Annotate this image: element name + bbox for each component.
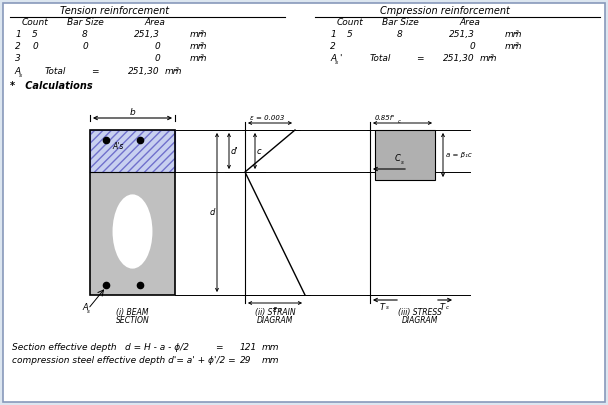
Text: A's: A's — [112, 142, 123, 151]
Text: d: d — [210, 208, 215, 217]
Text: DIAGRAM: DIAGRAM — [257, 316, 293, 325]
Text: Tension reinforcement: Tension reinforcement — [60, 6, 169, 15]
Text: Total: Total — [369, 54, 391, 63]
Text: 1: 1 — [15, 30, 21, 39]
Text: mm: mm — [505, 30, 522, 39]
Text: compression steel effective depth d'= a' + ϕ'/2 =: compression steel effective depth d'= a'… — [12, 356, 236, 365]
Text: 5: 5 — [347, 30, 353, 39]
Text: c: c — [446, 305, 449, 310]
Text: Count: Count — [337, 18, 364, 27]
Bar — [375, 130, 435, 180]
Text: A: A — [330, 54, 336, 63]
Text: 2: 2 — [175, 67, 179, 72]
Text: =: = — [215, 343, 223, 352]
Text: 121: 121 — [240, 343, 257, 352]
Bar — [90, 130, 175, 295]
Text: T: T — [380, 303, 385, 312]
Text: 2: 2 — [515, 42, 519, 47]
Text: 251,30: 251,30 — [443, 54, 475, 63]
Text: *   Calculations: * Calculations — [10, 81, 92, 91]
Text: b: b — [130, 108, 136, 117]
Bar — [90, 130, 175, 295]
Text: Total: Total — [44, 67, 66, 76]
Text: SECTION: SECTION — [116, 316, 150, 325]
Text: s: s — [87, 309, 90, 314]
Text: mm: mm — [190, 42, 207, 51]
Text: 2: 2 — [200, 30, 204, 35]
Text: s: s — [386, 305, 389, 310]
Text: 5: 5 — [32, 30, 38, 39]
Text: mm: mm — [262, 356, 280, 365]
Text: mm: mm — [480, 54, 497, 63]
Text: ε: ε — [273, 305, 277, 314]
Text: 0: 0 — [82, 42, 88, 51]
Text: (ii) STRAIN: (ii) STRAIN — [255, 308, 295, 317]
Text: d = H - a - ϕ/2: d = H - a - ϕ/2 — [125, 343, 189, 352]
Text: 8: 8 — [82, 30, 88, 39]
Text: 2: 2 — [490, 54, 494, 59]
Text: s: s — [401, 160, 404, 165]
Text: 2: 2 — [330, 42, 336, 51]
Text: Section effective depth: Section effective depth — [12, 343, 117, 352]
Text: s: s — [19, 73, 22, 78]
Text: (iii) STRESS: (iii) STRESS — [398, 308, 442, 317]
Text: 0: 0 — [154, 54, 160, 63]
Text: Bar Size: Bar Size — [67, 18, 103, 27]
Text: 8: 8 — [397, 30, 403, 39]
Text: 251,3: 251,3 — [134, 30, 160, 39]
Text: =: = — [416, 54, 424, 63]
Text: Area: Area — [145, 18, 165, 27]
Text: mm: mm — [165, 67, 182, 76]
Text: ε = 0.003: ε = 0.003 — [250, 115, 285, 121]
Text: A: A — [14, 67, 20, 76]
Text: mm: mm — [190, 54, 207, 63]
Text: Count: Count — [22, 18, 49, 27]
Text: d': d' — [231, 147, 238, 156]
Text: 0: 0 — [469, 42, 475, 51]
Text: c: c — [398, 119, 401, 124]
Text: C: C — [395, 154, 401, 163]
Ellipse shape — [112, 194, 153, 269]
Text: 2: 2 — [200, 42, 204, 47]
Text: mm: mm — [262, 343, 280, 352]
Text: 0.85f': 0.85f' — [375, 115, 395, 121]
Text: 0: 0 — [32, 42, 38, 51]
Text: 3: 3 — [15, 54, 21, 63]
Text: Area: Area — [460, 18, 480, 27]
Text: (i) BEAM: (i) BEAM — [116, 308, 149, 317]
Text: mm: mm — [505, 42, 522, 51]
Text: 1: 1 — [330, 30, 336, 39]
Text: 2: 2 — [200, 54, 204, 59]
Text: T: T — [440, 303, 445, 312]
Text: 2: 2 — [515, 30, 519, 35]
Text: 2: 2 — [15, 42, 21, 51]
Text: Cmpression reinforcement: Cmpression reinforcement — [380, 6, 510, 15]
Text: 251,30: 251,30 — [128, 67, 160, 76]
Text: A: A — [82, 303, 88, 312]
Text: c: c — [257, 147, 261, 156]
Text: 251,3: 251,3 — [449, 30, 475, 39]
Text: s: s — [279, 307, 282, 312]
Text: Bar Size: Bar Size — [382, 18, 418, 27]
Bar — [90, 130, 175, 172]
Text: 29: 29 — [240, 356, 252, 365]
Text: mm: mm — [190, 30, 207, 39]
Text: 0: 0 — [154, 42, 160, 51]
Text: DIAGRAM: DIAGRAM — [402, 316, 438, 325]
Text: ': ' — [339, 54, 342, 63]
Text: =: = — [91, 67, 98, 76]
Text: a = β₁c: a = β₁c — [446, 152, 472, 158]
Text: s: s — [335, 60, 338, 65]
